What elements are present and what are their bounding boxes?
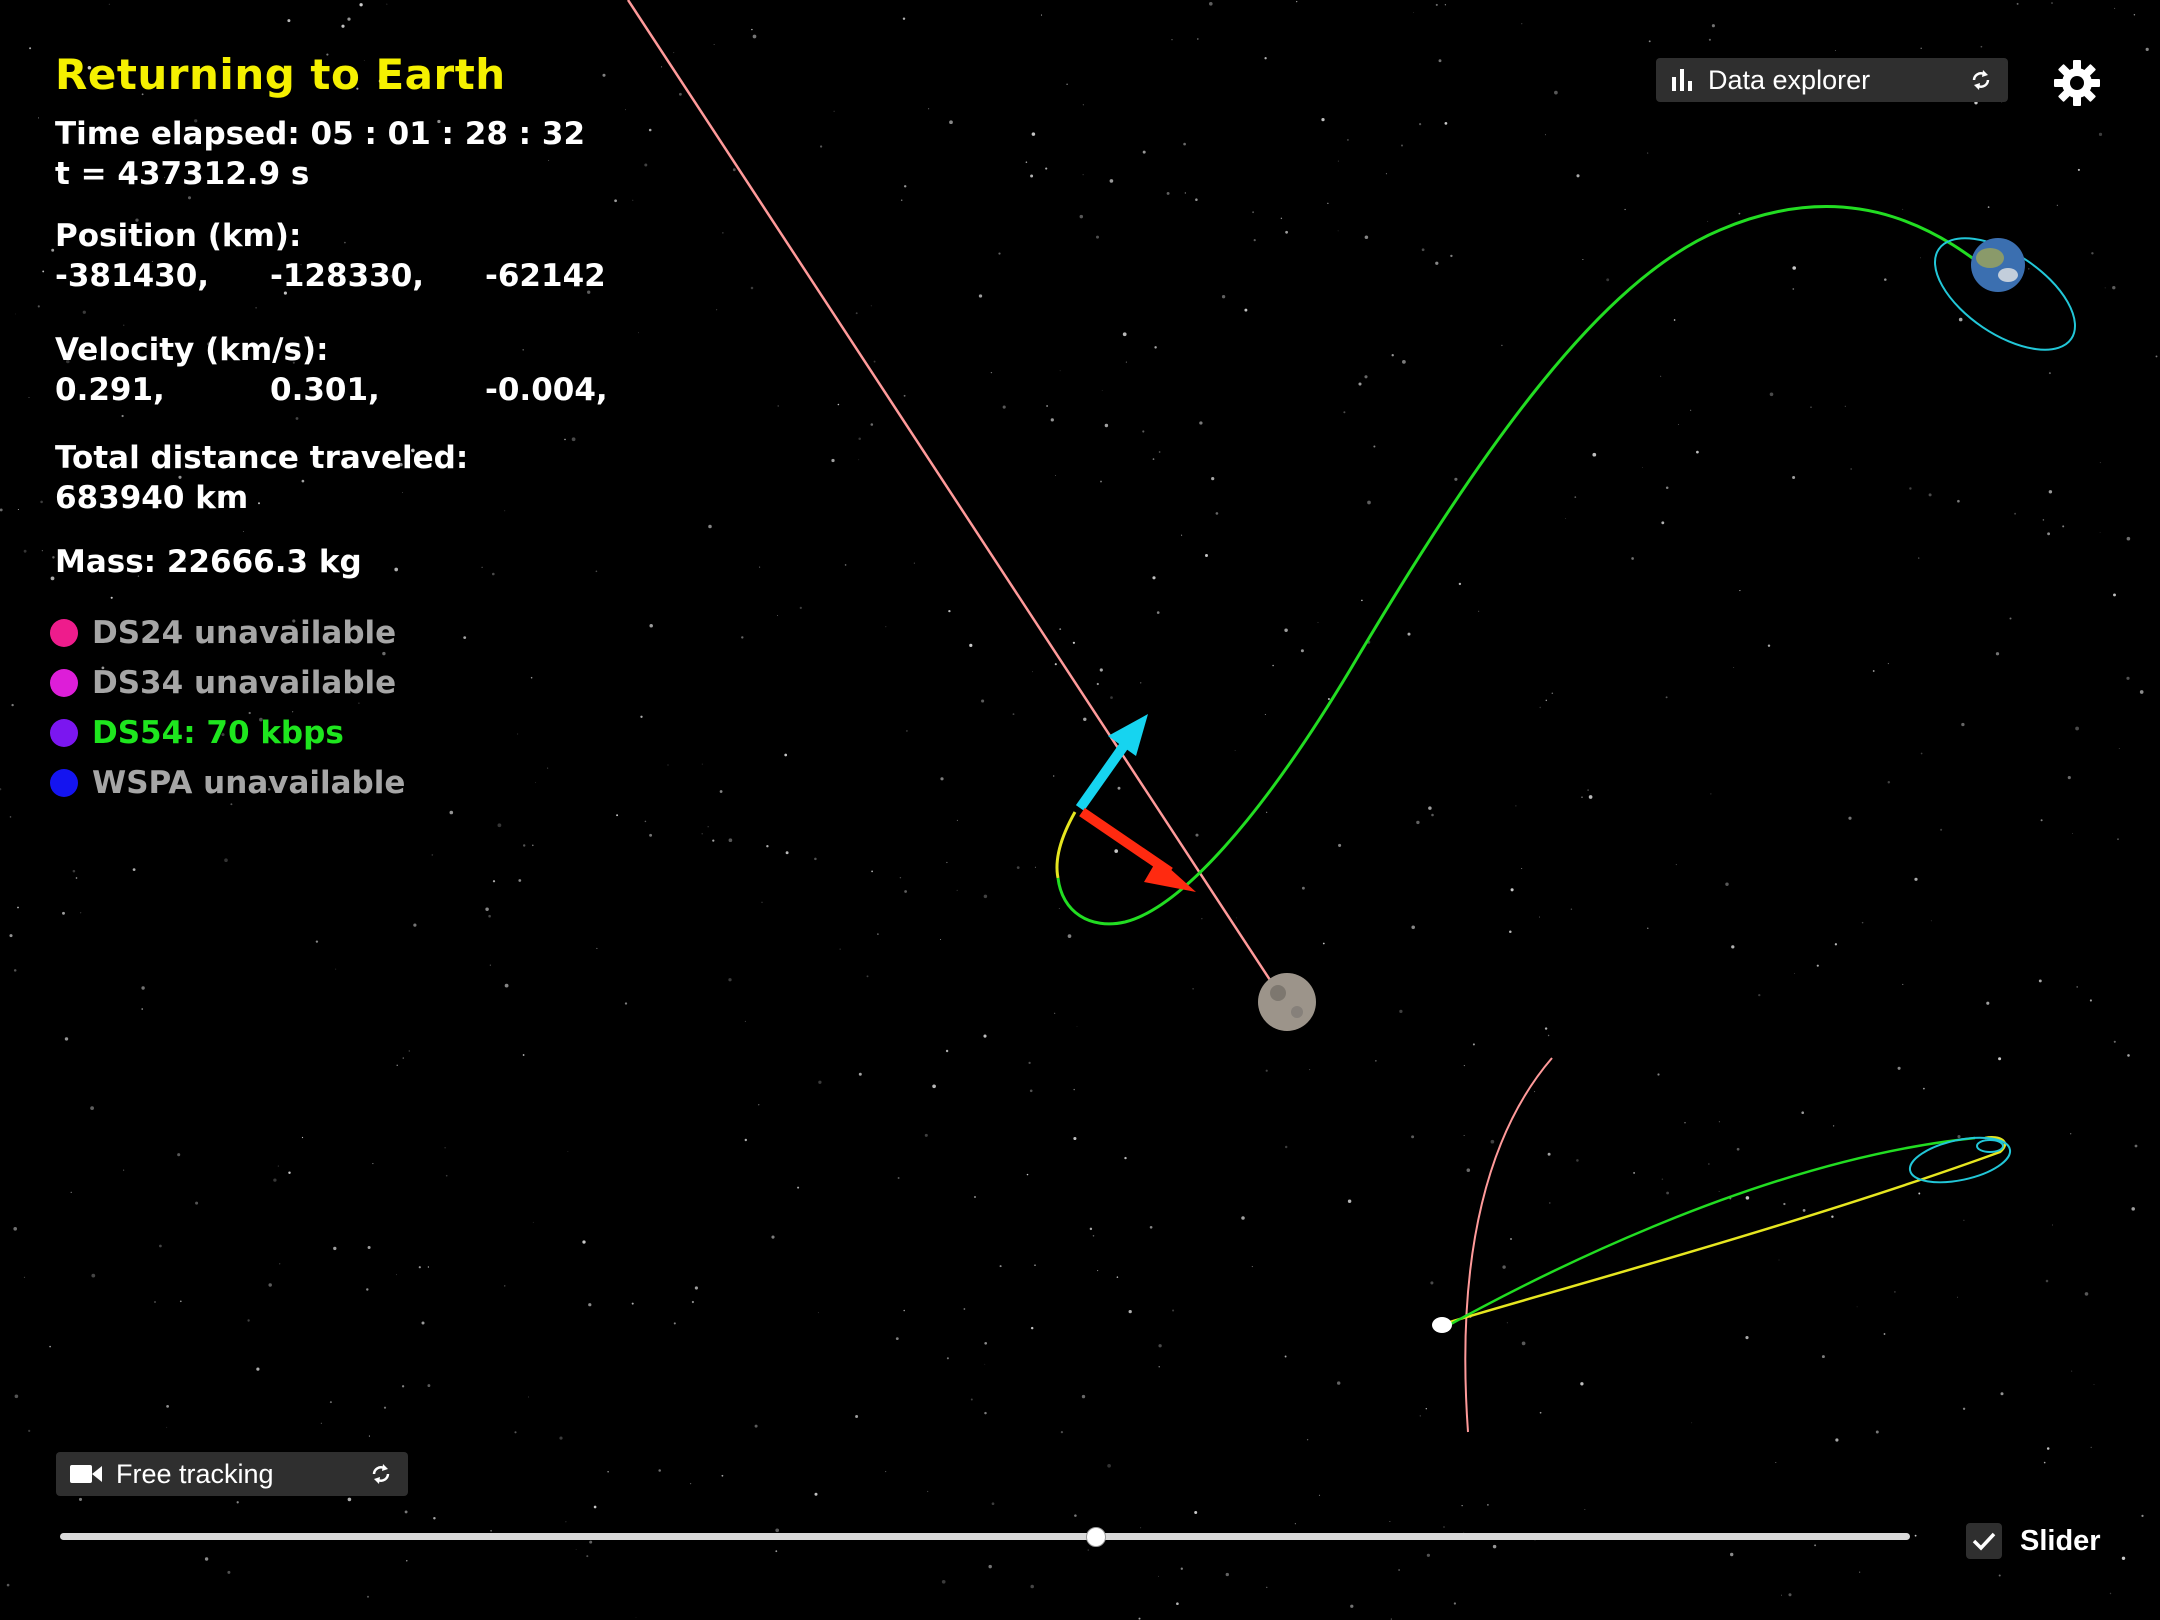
position-values: -381430, -128330, -62142 xyxy=(55,256,608,296)
data-explorer-button[interactable]: Data explorer xyxy=(1656,58,2008,102)
station-status-label: DS24 unavailable xyxy=(92,615,397,651)
ground-station-item: DS54: 70 kbps xyxy=(50,708,405,758)
direction-arrow-head xyxy=(1144,858,1196,892)
station-status-dot xyxy=(50,669,78,697)
ground-station-item: WSPA unavailable xyxy=(50,758,405,808)
slider-toggle[interactable]: Slider xyxy=(1966,1523,2101,1559)
distance-value: 683940 km xyxy=(55,480,249,516)
data-explorer-label: Data explorer xyxy=(1708,64,1871,95)
station-status-dot xyxy=(50,619,78,647)
velocity-x: 0.291, xyxy=(55,372,165,408)
direction-arrow xyxy=(1079,807,1173,877)
velocity-z: -0.004, xyxy=(485,372,608,408)
spacecraft-trajectory-green xyxy=(1056,205,1996,926)
station-status-dot xyxy=(50,769,78,797)
time-elapsed: Time elapsed: 05 : 01 : 28 : 32 xyxy=(55,116,586,152)
velocity-label: Velocity (km/s): xyxy=(55,332,329,368)
camera-mode-label: Free tracking xyxy=(116,1458,274,1489)
distance-label: Total distance traveled: xyxy=(55,440,469,476)
station-status-label: DS34 unavailable xyxy=(92,665,397,701)
moon-path xyxy=(626,0,1272,981)
checkmark-icon xyxy=(1972,1531,1996,1551)
station-status-dot xyxy=(50,719,78,747)
spacecraft-trajectory-yellow xyxy=(1055,811,1077,879)
spacecraft[interactable] xyxy=(1075,714,1196,892)
ground-station-item: DS34 unavailable xyxy=(50,658,405,708)
slider-label: Slider xyxy=(2020,1524,2101,1557)
position-label: Position (km): xyxy=(55,218,302,254)
velocity-arrow xyxy=(1075,737,1133,811)
cycle-arrows-icon[interactable] xyxy=(1968,67,1994,93)
camera-mode-button[interactable]: Free tracking xyxy=(56,1452,408,1496)
moon[interactable] xyxy=(1258,973,1316,1031)
time-seconds: t = 437312.9 s xyxy=(55,156,310,192)
earth[interactable] xyxy=(1916,216,2093,372)
velocity-y: 0.301, xyxy=(270,372,380,408)
station-status-label: WSPA unavailable xyxy=(92,765,406,801)
station-status-label: DS54: 70 kbps xyxy=(92,715,344,751)
ground-station-list: DS24 unavailable DS34 unavailable DS54: 70… xyxy=(50,608,405,808)
position-z: -62142 xyxy=(485,258,606,294)
video-camera-icon xyxy=(70,1463,102,1485)
minimap xyxy=(1432,1057,2012,1433)
gear-icon[interactable] xyxy=(2052,58,2102,108)
timeline-slider-thumb[interactable] xyxy=(1086,1527,1106,1547)
velocity-arrow-head xyxy=(1108,714,1148,756)
position-x: -381430, xyxy=(55,258,210,294)
bar-chart-icon xyxy=(1670,69,1694,91)
ground-station-item: DS24 unavailable xyxy=(50,608,405,658)
slider-checkbox[interactable] xyxy=(1966,1523,2002,1559)
mission-phase-title: Returning to Earth xyxy=(55,50,506,99)
cycle-arrows-icon[interactable] xyxy=(368,1461,394,1487)
timeline-slider-track[interactable] xyxy=(60,1533,1910,1540)
mass-value: Mass: 22666.3 kg xyxy=(55,544,362,580)
position-y: -128330, xyxy=(270,258,425,294)
telemetry-panel: Returning to Earth Time elapsed: 05 : 01… xyxy=(55,48,608,582)
velocity-values: 0.291, 0.301, -0.004, xyxy=(55,370,608,410)
